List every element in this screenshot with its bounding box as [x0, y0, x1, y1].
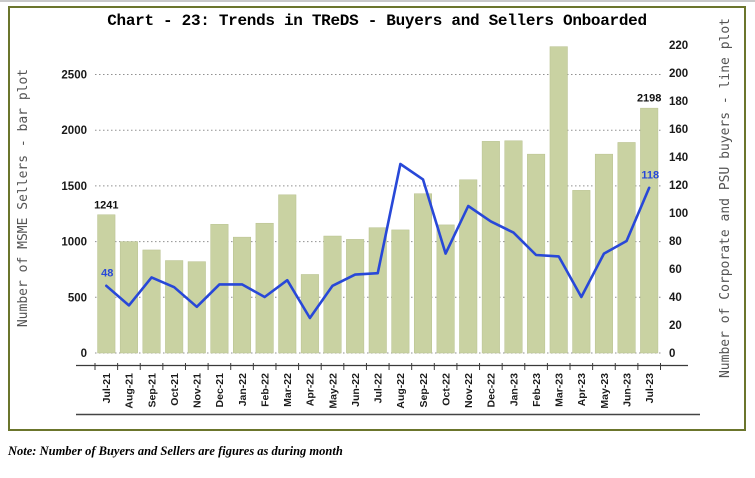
page-top-edge [0, 0, 755, 2]
chart-title: Chart - 23: Trends in TReDS - Buyers and… [107, 12, 647, 30]
point-label-line-Jul-23: 118 [641, 169, 659, 181]
bar-Jul-23 [640, 107, 659, 354]
bar-Jun-22 [346, 239, 365, 354]
x-label-Aug-21: Aug-21 [124, 373, 136, 409]
point-label-bar-Jul-23: 2198 [637, 93, 661, 105]
x-label-Sep-22: Sep-22 [418, 373, 430, 408]
right-tick-label-120: 120 [669, 180, 688, 192]
right-tick-label-140: 140 [669, 152, 688, 164]
x-label-Feb-23: Feb-23 [531, 373, 543, 407]
right-tick-label-80: 80 [669, 236, 682, 248]
bar-Apr-23 [572, 190, 591, 354]
x-label-Jun-23: Jun-23 [621, 373, 633, 407]
bar-Dec-21 [210, 224, 229, 354]
bar-Jul-22 [368, 227, 387, 354]
bar-Apr-22 [300, 274, 319, 354]
x-label-Aug-22: Aug-22 [395, 373, 407, 409]
x-label-Sep-21: Sep-21 [146, 373, 158, 408]
x-label-May-22: May-22 [327, 373, 339, 409]
x-label-Jul-22: Jul-22 [373, 373, 385, 404]
x-label-Oct-21: Oct-21 [169, 373, 181, 406]
bar-Sep-22 [413, 193, 432, 354]
x-label-Dec-21: Dec-21 [214, 373, 226, 408]
note-text: Number of Buyers and Sellers are figures… [39, 444, 343, 458]
bar-Oct-21 [165, 260, 184, 354]
right-tick-label-200: 200 [669, 68, 688, 80]
line-series [105, 162, 651, 320]
bar-Jun-23 [617, 142, 636, 354]
left-tick-label-2500: 2500 [61, 70, 87, 82]
bar-Nov-22 [459, 179, 478, 354]
x-label-Jan-23: Jan-23 [508, 373, 520, 406]
right-tick-label-0: 0 [669, 348, 675, 360]
bar-Sep-21 [142, 249, 161, 354]
combo-chart: 0 500 1000 1500 2000 2500 0 20 40 60 80 100 120 140 16… [16, 18, 733, 416]
left-tick-label-0: 0 [81, 348, 87, 360]
x-label-Apr-22: Apr-22 [305, 373, 317, 406]
x-label-Feb-22: Feb-22 [259, 373, 271, 407]
x-label-Jan-22: Jan-22 [237, 373, 249, 406]
bar-May-22 [323, 235, 342, 354]
x-label-Dec-22: Dec-22 [486, 373, 498, 408]
point-label-line-Jul-21: 48 [101, 267, 113, 279]
x-label-Nov-22: Nov-22 [463, 373, 475, 408]
x-label-Jul-21: Jul-21 [101, 373, 113, 404]
x-label-Apr-23: Apr-23 [576, 373, 588, 406]
right-tick-label-160: 160 [669, 124, 688, 136]
x-label-Mar-22: Mar-22 [282, 373, 294, 407]
bar-Feb-22 [255, 222, 274, 354]
chart-frame: 0 500 1000 1500 2000 2500 0 20 40 60 80 100 120 140 16… [8, 6, 746, 431]
x-label-Mar-23: Mar-23 [554, 373, 566, 407]
point-label-bar-Jul-21: 1241 [94, 199, 118, 211]
bar-Jul-21 [97, 214, 116, 354]
left-axis-title: Number of MSME Sellers - bar plot [16, 69, 31, 327]
right-axis-title: Number of Corporate and PSU buyers - lin… [718, 18, 733, 378]
bar-Aug-22 [391, 229, 410, 354]
left-tick-label-1000: 1000 [61, 237, 87, 249]
right-tick-label-220: 220 [669, 40, 688, 52]
note-label: Note: [8, 444, 37, 458]
bar-Jan-23 [504, 140, 523, 354]
x-label-Jul-23: Jul-23 [644, 373, 656, 404]
right-tick-label-20: 20 [669, 320, 682, 332]
right-tick-label-40: 40 [669, 292, 682, 304]
x-label-Jun-22: Jun-22 [350, 373, 362, 407]
left-tick-label-2000: 2000 [61, 125, 87, 137]
x-label-Oct-22: Oct-22 [440, 373, 452, 406]
bar-Jan-22 [233, 236, 252, 354]
right-tick-label-180: 180 [669, 96, 688, 108]
bar-Mar-23 [549, 46, 568, 354]
right-tick-label-100: 100 [669, 208, 688, 220]
left-tick-label-500: 500 [68, 292, 87, 304]
left-tick-label-1500: 1500 [61, 181, 87, 193]
note: Note: Number of Buyers and Sellers are f… [8, 444, 343, 459]
bar-Dec-22 [481, 141, 500, 354]
right-tick-label-60: 60 [669, 264, 682, 276]
bar-Oct-22 [436, 224, 455, 354]
bar-Mar-22 [278, 194, 297, 354]
x-label-May-23: May-23 [599, 373, 611, 409]
x-label-Nov-21: Nov-21 [192, 373, 204, 408]
